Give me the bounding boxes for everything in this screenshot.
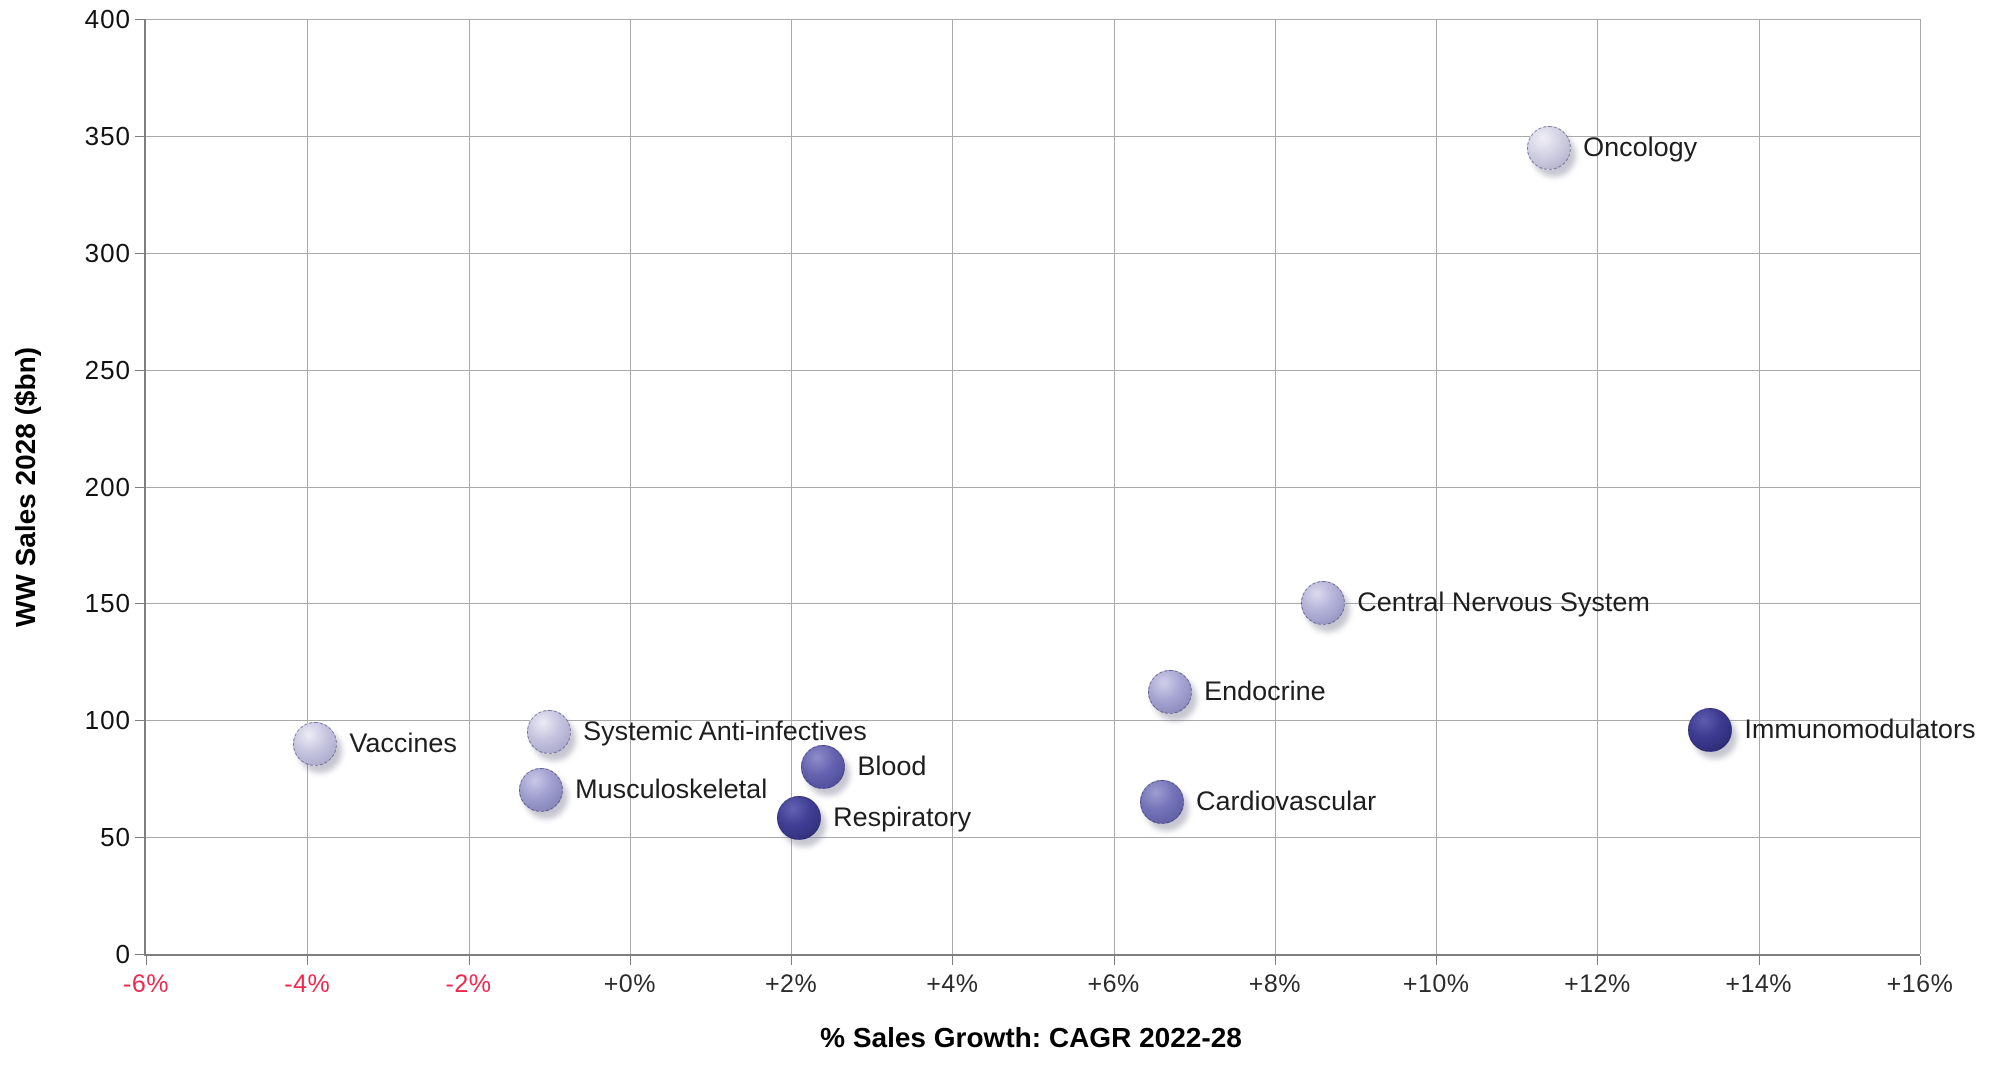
bubble-musculoskeletal[interactable] bbox=[519, 768, 564, 813]
bubble-label-cardiovascular: Cardiovascular bbox=[1196, 786, 1377, 817]
y-tick-label-250: 250 bbox=[84, 354, 131, 385]
x-tick-mark-10 bbox=[1436, 956, 1438, 965]
bubble-label-central-nervous-system: Central Nervous System bbox=[1357, 587, 1650, 618]
bubble-respiratory[interactable] bbox=[777, 796, 822, 841]
bubble-label-vaccines: Vaccines bbox=[349, 727, 457, 758]
x-tick-label-0: +0% bbox=[603, 970, 656, 998]
y-tick-mark-200 bbox=[135, 486, 146, 488]
bubble-label-musculoskeletal: Musculoskeletal bbox=[575, 774, 768, 805]
bubble-oncology[interactable] bbox=[1527, 125, 1572, 170]
x-tick-label-16: +16% bbox=[1886, 970, 1954, 998]
bubble-systemic-anti-infectives[interactable] bbox=[527, 709, 572, 754]
x-tick-label-6: +6% bbox=[1087, 970, 1140, 998]
x-tick-mark-6 bbox=[146, 956, 147, 965]
y-tick-mark-100 bbox=[135, 720, 146, 722]
y-tick-label-100: 100 bbox=[84, 705, 131, 736]
gridline-vertical-16 bbox=[1920, 19, 1921, 954]
x-tick-label-2: +2% bbox=[764, 970, 818, 998]
y-tick-mark-350 bbox=[135, 135, 146, 137]
y-tick-mark-50 bbox=[135, 837, 146, 839]
x-tick-label-10: +10% bbox=[1402, 970, 1470, 998]
bubble-label-oncology: Oncology bbox=[1583, 131, 1698, 162]
x-tick-label-4: +4% bbox=[926, 970, 979, 998]
gridline-horizontal-200 bbox=[146, 486, 1920, 488]
x-tick-mark-2 bbox=[468, 956, 470, 965]
x-tick-label-6: -6% bbox=[123, 970, 169, 998]
x-tick-mark-4 bbox=[307, 956, 309, 965]
bubble-blood[interactable] bbox=[801, 745, 846, 789]
gridline-horizontal-50 bbox=[146, 837, 1920, 839]
bubble-label-immunomodulators: Immunomodulators bbox=[1744, 713, 1976, 744]
x-axis-title: % Sales Growth: CAGR 2022-28 bbox=[820, 1022, 1242, 1053]
bubble-vaccines[interactable] bbox=[293, 721, 338, 766]
gridline-horizontal-300 bbox=[146, 252, 1920, 254]
x-tick-label-12: +12% bbox=[1564, 970, 1631, 998]
x-tick-mark-8 bbox=[1274, 956, 1276, 965]
x-tick-mark-2 bbox=[791, 956, 793, 965]
bubble-cardiovascular[interactable] bbox=[1140, 780, 1185, 825]
x-tick-label-8: +8% bbox=[1248, 970, 1302, 998]
y-tick-mark-300 bbox=[135, 252, 146, 254]
bubble-label-blood: Blood bbox=[857, 751, 927, 781]
bubble-label-systemic-anti-infectives: Systemic Anti-infectives bbox=[583, 715, 867, 746]
y-tick-label-0: 0 bbox=[115, 939, 131, 969]
x-tick-mark-4 bbox=[952, 956, 954, 965]
y-tick-label-350: 350 bbox=[84, 120, 131, 151]
y-tick-mark-0 bbox=[135, 954, 146, 955]
bubble-label-respiratory: Respiratory bbox=[833, 802, 972, 833]
bubble-label-endocrine: Endocrine bbox=[1204, 676, 1326, 707]
bubble-immunomodulators[interactable] bbox=[1688, 707, 1733, 752]
y-tick-mark-250 bbox=[135, 369, 146, 371]
y-tick-label-400: 400 bbox=[84, 4, 131, 34]
x-tick-mark-6 bbox=[1113, 956, 1115, 965]
y-tick-label-50: 50 bbox=[100, 822, 131, 853]
x-tick-label-2: -2% bbox=[445, 970, 492, 998]
y-tick-mark-400 bbox=[135, 19, 146, 20]
gridline-horizontal-350 bbox=[146, 135, 1920, 137]
gridline-horizontal-400 bbox=[146, 19, 1920, 20]
gridline-horizontal-150 bbox=[146, 603, 1920, 605]
x-tick-mark-0 bbox=[629, 956, 631, 965]
gridline-horizontal-250 bbox=[146, 369, 1920, 371]
y-tick-label-300: 300 bbox=[84, 237, 131, 268]
y-tick-label-200: 200 bbox=[84, 471, 131, 502]
x-tick-label-4: -4% bbox=[284, 970, 331, 998]
x-tick-mark-14 bbox=[1758, 956, 1760, 965]
plot-area: -6% -4% -2% +0% +2% +4% +6% +8% +10% +12% +14% +16%… bbox=[85, 4, 1976, 998]
y-tick-label-150: 150 bbox=[84, 588, 131, 619]
x-tick-mark-16 bbox=[1920, 956, 1921, 965]
bubble-endocrine[interactable] bbox=[1148, 670, 1193, 715]
y-tick-mark-150 bbox=[135, 603, 146, 605]
y-axis-title: WW Sales 2028 ($bn) bbox=[10, 346, 41, 628]
bubble-central-nervous-system[interactable] bbox=[1301, 581, 1346, 626]
gridline-horizontal-100 bbox=[146, 720, 1920, 722]
x-tick-label-14: +14% bbox=[1725, 970, 1793, 998]
x-tick-mark-12 bbox=[1597, 956, 1599, 965]
